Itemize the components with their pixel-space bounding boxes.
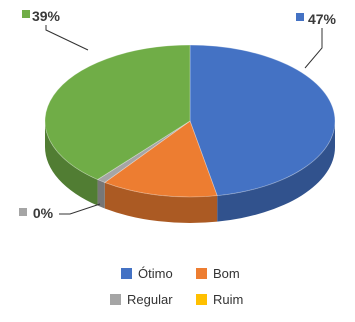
legend-swatch-ruim bbox=[196, 294, 207, 305]
pie-side-otimo bbox=[217, 121, 335, 222]
legend: Ótimo Bom Regular Ruim bbox=[110, 266, 243, 307]
pie-side-regular bbox=[97, 179, 105, 209]
leader-line-ruim bbox=[45, 25, 89, 51]
pie-slice-ruim bbox=[44, 44, 191, 181]
pie-slice-bom bbox=[103, 120, 218, 198]
pie-slice-otimo bbox=[189, 44, 336, 197]
pie-slice-regular bbox=[96, 120, 191, 183]
data-label-marker-ruim bbox=[22, 10, 30, 18]
legend-label-ruim: Ruim bbox=[213, 292, 243, 307]
leader-line-regular bbox=[59, 203, 101, 215]
data-label-marker-otimo bbox=[296, 13, 304, 21]
pie-layer bbox=[44, 44, 336, 223]
label-layer: 47% 0% 39% bbox=[19, 8, 337, 221]
legend-swatch-otimo bbox=[121, 268, 132, 279]
legend-label-otimo: Ótimo bbox=[138, 266, 173, 281]
pie-side-bom bbox=[104, 182, 218, 223]
leader-line-otimo bbox=[304, 28, 323, 69]
data-label-ruim: 39% bbox=[32, 8, 61, 24]
data-label-regular: 0% bbox=[33, 205, 54, 221]
pie-side-ruim bbox=[45, 121, 98, 206]
legend-label-regular: Regular bbox=[127, 292, 173, 307]
data-label-marker-regular bbox=[19, 208, 27, 216]
data-label-otimo: 47% bbox=[308, 11, 337, 27]
legend-swatch-regular bbox=[110, 294, 121, 305]
legend-label-bom: Bom bbox=[213, 266, 240, 281]
legend-swatch-bom bbox=[196, 268, 207, 279]
